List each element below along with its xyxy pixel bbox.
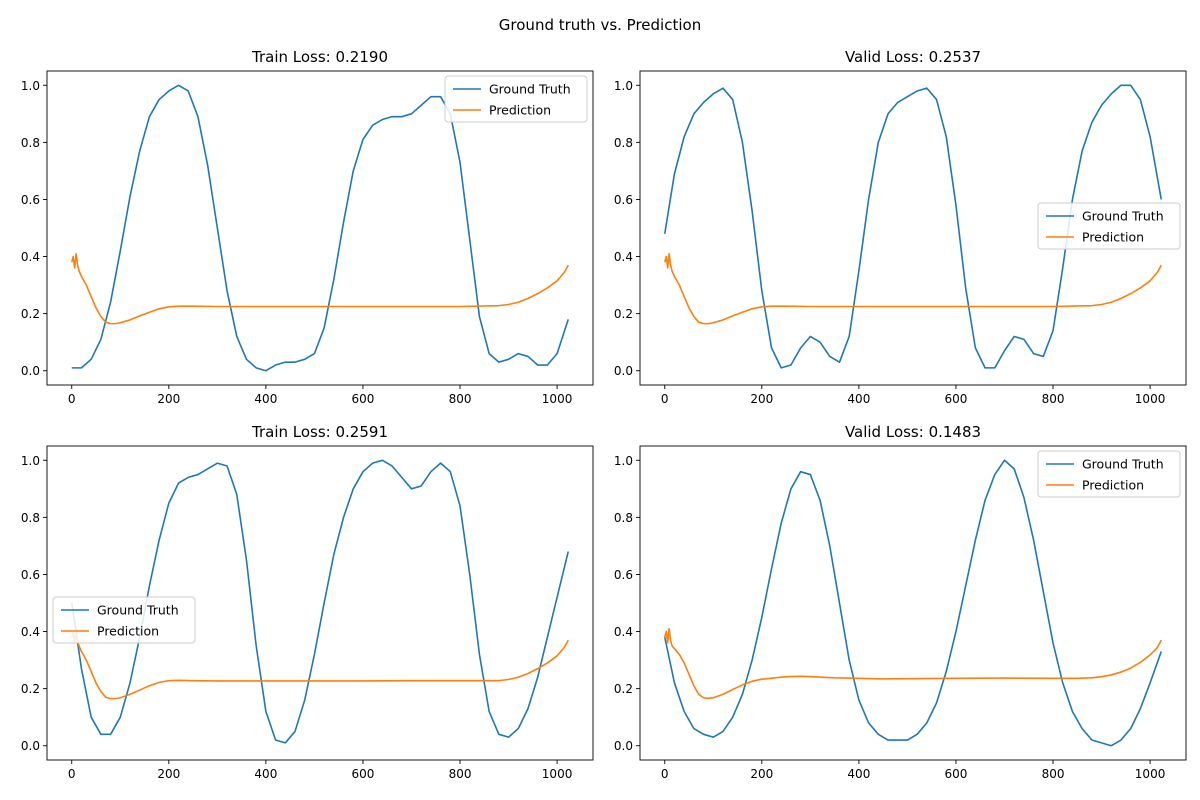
series-line-ground-truth [70,459,570,744]
axes-frame [46,70,594,386]
x-tick-label: 0 [68,392,76,406]
y-tick-label: 0.6 [21,193,40,207]
series-line-ground-truth [71,84,570,372]
figure-title: Ground truth vs. Prediction [499,16,701,34]
y-tick-label: 0.2 [614,682,633,696]
x-tick-label: 600 [351,392,374,406]
x-tick-label: 200 [750,767,773,781]
y-tick-label: 0.0 [614,739,633,753]
series-line-prediction [70,252,569,325]
y-tick-label: 0.0 [21,739,40,753]
legend-entry: Prediction [1082,230,1144,245]
x-tick-label: 200 [157,767,180,781]
series-line-prediction [70,627,569,700]
axes-frame [46,445,594,761]
legend-entry: Prediction [97,624,159,639]
y-tick-label: 0.4 [614,625,633,639]
subplot-title: Train Loss: 0.2190 [251,48,388,66]
plot-area [47,71,593,385]
y-tick-label: 0.0 [21,364,40,378]
y-tick-label: 0.6 [21,568,40,582]
x-tick-label: 200 [157,392,180,406]
y-tick-label: 0.8 [614,136,633,150]
y-tick-label: 0.4 [21,625,40,639]
x-tick-label: 400 [254,767,277,781]
subplot-1: Train Loss: 0.2190 0 200 400 600 800 1000 0.0 0.… [21,48,594,406]
axes-frame [639,445,1187,761]
x-tick-label: 0 [68,767,76,781]
x-tick-label: 1000 [542,767,573,781]
y-tick-label: 0.8 [21,511,40,525]
x-tick-label: 1000 [1135,767,1166,781]
x-tick-label: 400 [254,392,277,406]
subplot-3: Train Loss: 0.2591 0 200 400 600 800 1000 0.0 0.… [21,423,594,781]
subplot-4: Valid Loss: 0.1483 0 200 400 600 800 1000 0.0 0.… [614,423,1187,781]
x-tick-label: 800 [449,767,472,781]
y-tick-label: 0.2 [614,307,633,321]
subplot-title: Valid Loss: 0.2537 [845,48,981,66]
y-tick-label: 0.6 [614,193,633,207]
y-tick-label: 0.8 [21,136,40,150]
y-tick-label: 0.0 [614,364,633,378]
legend-entry: Ground Truth [97,603,179,618]
series-line-prediction [663,252,1162,325]
x-tick-label: 600 [944,767,967,781]
series-line-ground-truth [663,459,1163,747]
y-tick-label: 1.0 [614,454,633,468]
legend-entry: Prediction [489,103,551,118]
x-tick-label: 800 [1042,767,1065,781]
y-tick-label: 0.4 [614,250,633,264]
legend: Ground Truth Prediction [444,75,588,123]
x-tick-label: 400 [847,767,870,781]
subplot-title: Valid Loss: 0.1483 [845,423,981,441]
x-tick-label: 0 [661,767,669,781]
x-tick-label: 0 [661,392,669,406]
x-tick-label: 1000 [1135,392,1166,406]
legend-entry: Prediction [1082,478,1144,493]
subplot-title: Train Loss: 0.2591 [251,423,388,441]
y-tick-label: 0.6 [614,568,633,582]
x-tick-label: 600 [351,767,374,781]
y-tick-label: 0.2 [21,682,40,696]
x-tick-label: 1000 [542,392,573,406]
y-tick-label: 1.0 [614,79,633,93]
axes-frame [639,70,1187,386]
legend-entry: Ground Truth [1082,457,1164,472]
x-tick-label: 400 [847,392,870,406]
legend: Ground Truth Prediction [52,596,196,644]
subplot-grid: Train Loss: 0.2190 0 200 400 600 800 1000 0.0 0.… [21,48,1187,781]
plot-area [640,446,1186,760]
y-tick-label: 0.4 [21,250,40,264]
y-tick-label: 0.2 [21,307,40,321]
x-tick-label: 800 [1042,392,1065,406]
legend: Ground Truth Prediction [1037,202,1181,250]
legend: Ground Truth Prediction [1037,450,1181,498]
series-line-prediction [663,627,1162,700]
x-tick-label: 200 [750,392,773,406]
subplot-2: Valid Loss: 0.2537 0 200 400 600 800 1000 0.0 0.… [614,48,1187,406]
x-tick-label: 600 [944,392,967,406]
y-tick-label: 0.8 [614,511,633,525]
y-tick-label: 1.0 [21,79,40,93]
legend-entry: Ground Truth [1082,209,1164,224]
y-tick-label: 1.0 [21,454,40,468]
x-tick-label: 800 [449,392,472,406]
legend-entry: Ground Truth [489,82,571,97]
series-line-ground-truth [663,84,1163,369]
